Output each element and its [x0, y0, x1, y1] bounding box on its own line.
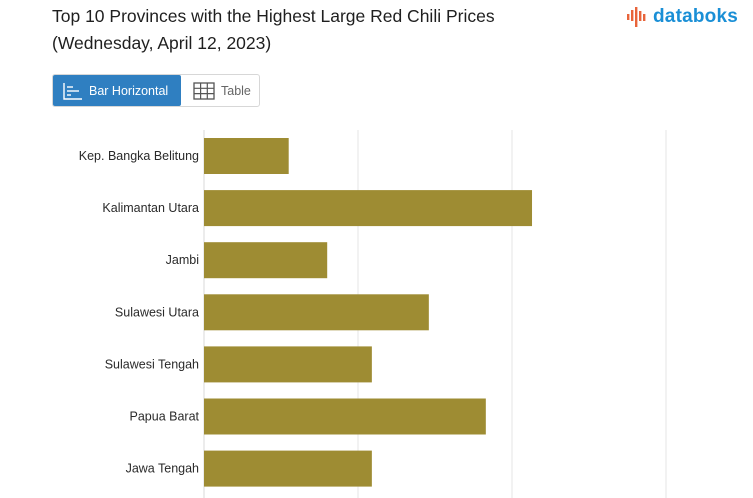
bar-kalimantan-utara: [204, 190, 533, 227]
bar-sulawesi-tengah: [204, 346, 372, 383]
bar-chart-icon: [63, 82, 82, 100]
databoks-logo-icon: [627, 7, 646, 27]
bar-papua-barat: [204, 398, 486, 435]
bar-horizontal-button[interactable]: Bar Horizontal: [53, 75, 181, 106]
bar-sulawesi-utara: [204, 294, 429, 331]
databoks-logo[interactable]: databoks: [626, 4, 738, 30]
category-label-jawa-tengah: Jawa Tengah: [126, 462, 199, 476]
logo-text: databoks: [653, 6, 739, 27]
table-button[interactable]: Table: [181, 75, 251, 106]
category-label-sulawesi-tengah: Sulawesi Tengah: [105, 357, 199, 371]
category-label-papua-barat: Papua Barat: [130, 410, 200, 424]
category-label-jambi: Jambi: [166, 253, 199, 267]
bar-jambi: [204, 242, 328, 279]
bar-horizontal-label: Bar Horizontal: [89, 83, 169, 98]
table-icon: [193, 81, 215, 100]
bar-jawa-tengah: [204, 450, 372, 487]
category-label-sulawesi-utara: Sulawesi Utara: [115, 305, 199, 319]
bar-kep-bangka-belitung: [204, 138, 289, 174]
table-label: Table: [221, 83, 251, 98]
chart-title-line-2: (Wednesday, April 12, 2023): [52, 33, 272, 53]
chart-title: Top 10 Provinces with the Highest Large …: [52, 3, 572, 57]
category-label-kalimantan-utara: Kalimantan Utara: [102, 201, 199, 215]
chart-title-line-1: Top 10 Provinces with the Highest Large …: [52, 6, 495, 26]
view-toggle: Bar Horizontal Table: [52, 74, 260, 107]
category-label-kep-bangka-belitung: Kep. Bangka Belitung: [79, 149, 199, 163]
